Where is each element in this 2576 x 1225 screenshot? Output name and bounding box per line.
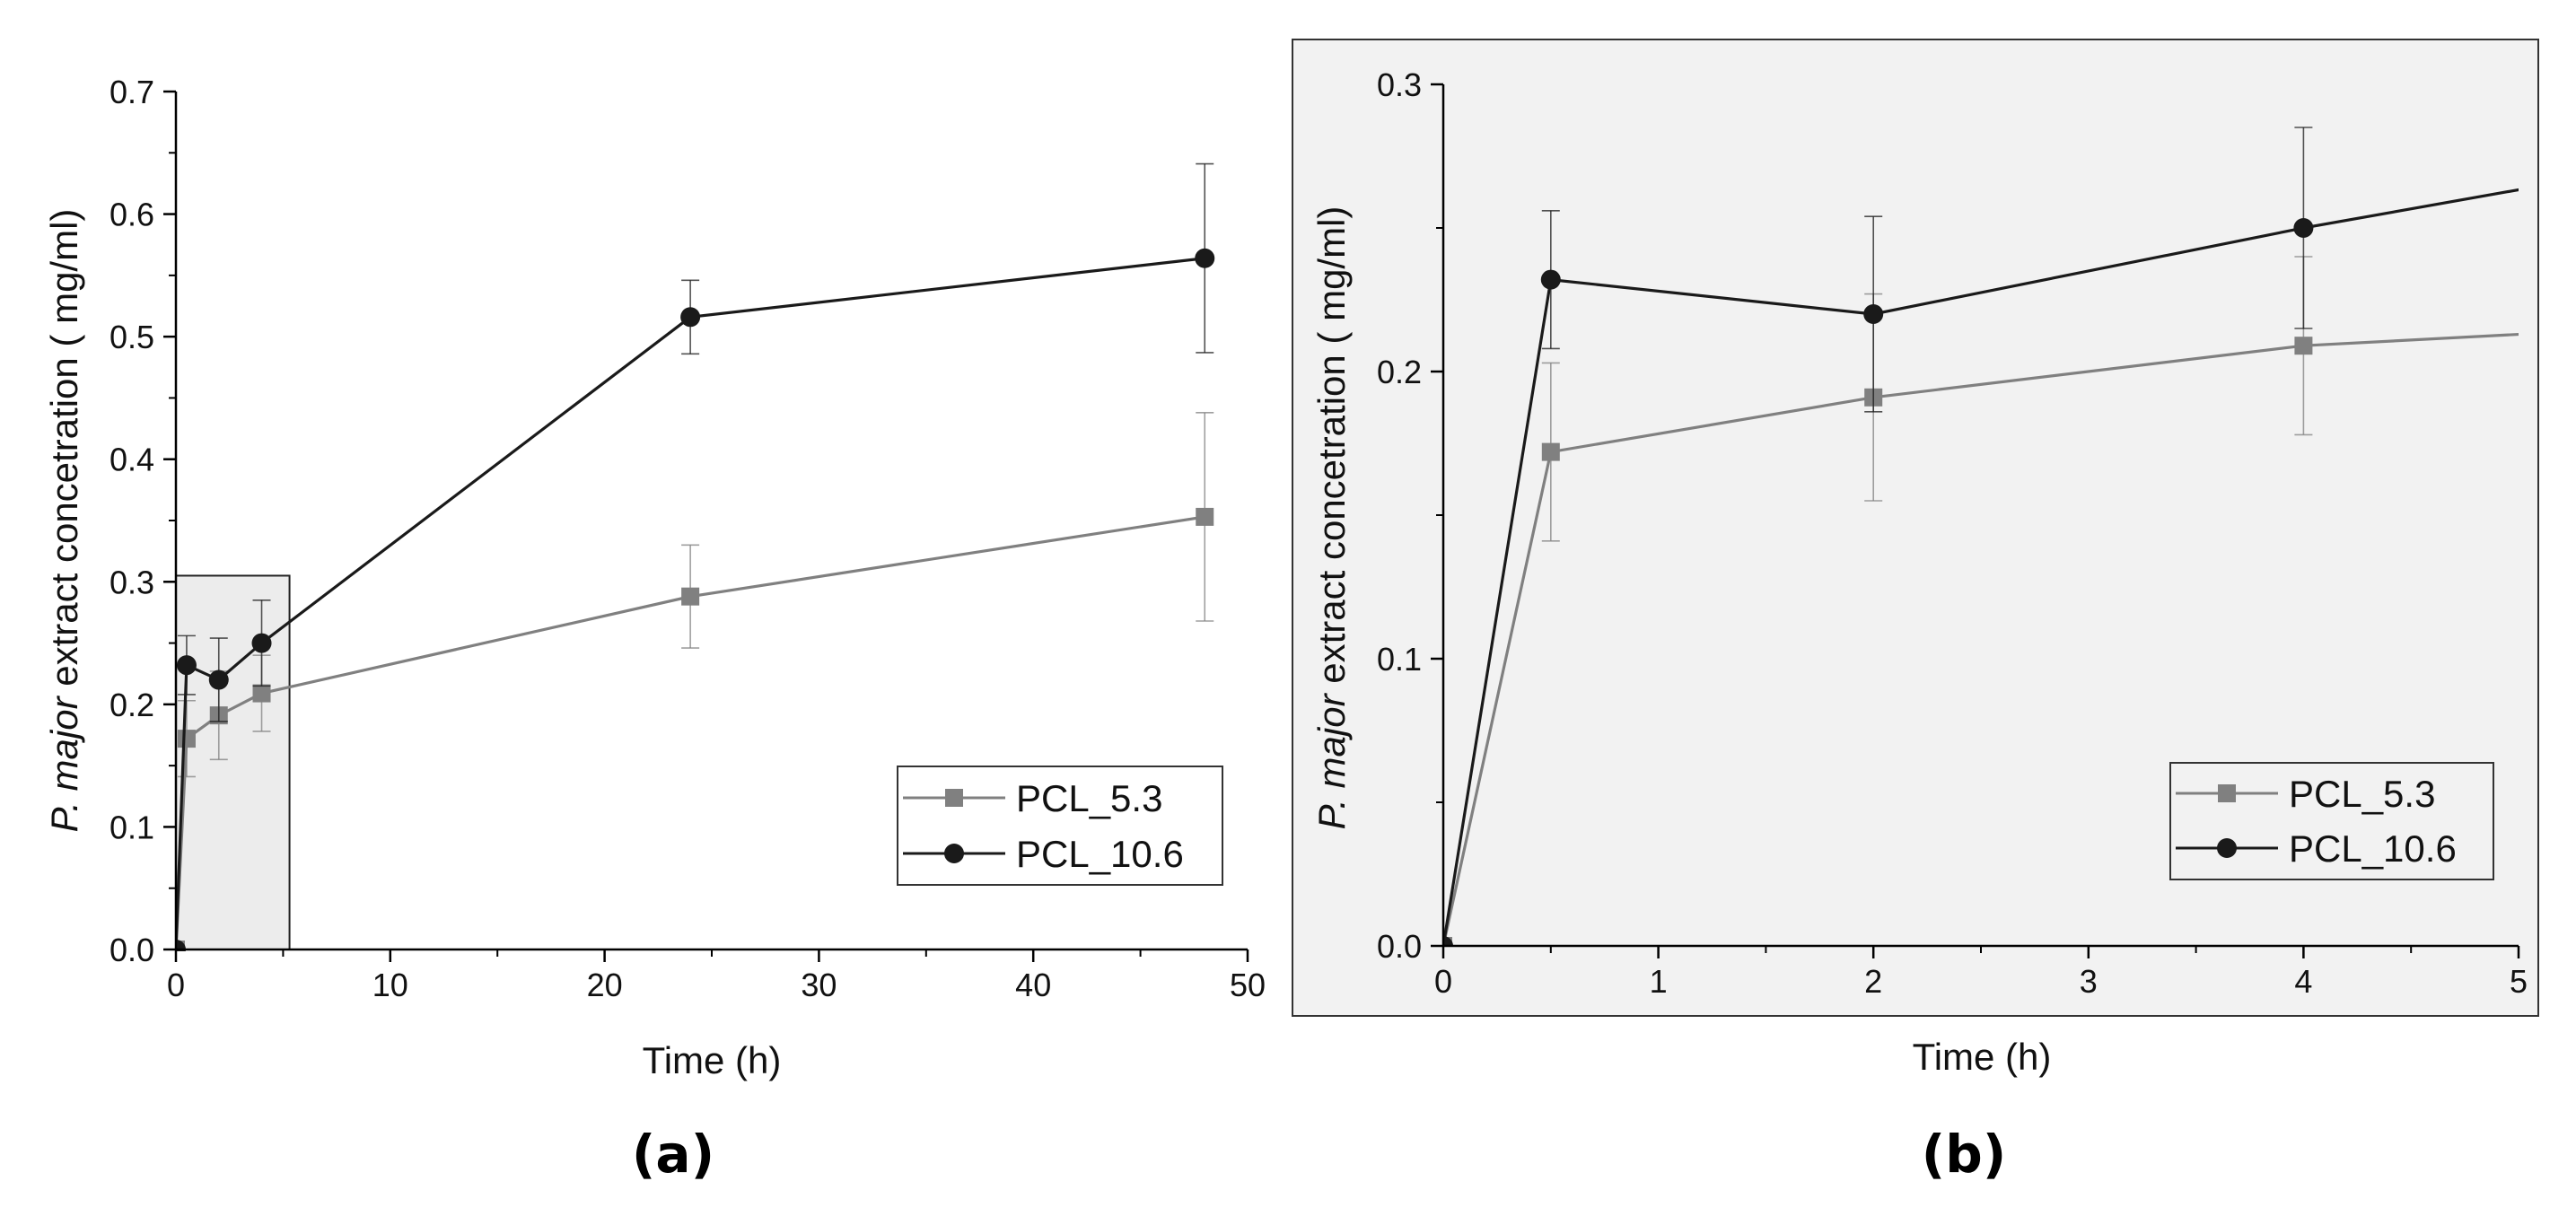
- legend: PCL_5.3 PCL_10.6: [2169, 762, 2494, 880]
- series-pcl-10-6: [1443, 127, 2519, 946]
- legend-square-marker: [945, 789, 963, 807]
- y-tick-label: 0.3: [110, 564, 154, 600]
- series-pcl-10-6: [176, 162, 1215, 951]
- data-point-circle: [1863, 304, 1884, 324]
- legend-entry-pcl-5-3: PCL_5.3: [2176, 773, 2435, 815]
- inset-box: [175, 574, 291, 950]
- x-tick-label: 40: [1015, 967, 1051, 1003]
- x-tick-label: 5: [2510, 963, 2528, 1000]
- y-tick-label: 0.1: [1377, 641, 1422, 678]
- y-axis-label-rest: extract concetration ( mg/ml): [1310, 206, 1353, 695]
- x-axis-label: Time (h): [1913, 1036, 2052, 1078]
- data-point-square: [1196, 507, 1214, 526]
- legend: PCL_5.3 PCL_10.6: [897, 766, 1223, 886]
- y-ticks: 0.0 0.1 0.2 0.3 0.4 0.5 0.6 0.7: [110, 74, 176, 968]
- panel-label-b: (b): [1922, 1124, 2007, 1185]
- y-tick-label: 0.0: [110, 932, 154, 968]
- x-tick-label: 50: [1230, 967, 1266, 1003]
- y-tick-label: 0.2: [1377, 354, 1422, 390]
- x-axis-label: Time (h): [643, 1039, 782, 1081]
- x-tick-label: 20: [587, 967, 623, 1003]
- x-tick-label: 3: [2080, 963, 2098, 1000]
- data-point-square: [681, 587, 700, 606]
- data-point-circle: [2293, 218, 2314, 238]
- x-ticks: 0 1 2 3 4 5: [1434, 946, 2528, 1000]
- legend-label: PCL_5.3: [2289, 773, 2435, 815]
- data-point-circle: [680, 307, 701, 328]
- data-point-circle: [1540, 269, 1561, 290]
- legend-entry-pcl-5-3: PCL_5.3: [903, 777, 1162, 819]
- panel-label-a: (a): [632, 1124, 714, 1185]
- data-point-square: [177, 730, 196, 748]
- y-axis-label: P. major extract concetration ( mg/ml): [1310, 206, 1353, 830]
- y-tick-label: 0.3: [1377, 66, 1422, 103]
- y-axis-label-rest: extract concetration ( mg/ml): [43, 209, 85, 697]
- legend-square-marker: [2218, 784, 2236, 802]
- legend-entry-pcl-10-6: PCL_10.6: [2176, 827, 2457, 870]
- series-group: [1443, 127, 2519, 946]
- data-point-square: [252, 684, 271, 703]
- series-line: [176, 257, 1205, 950]
- legend-label: PCL_10.6: [1016, 833, 1184, 875]
- data-point-square: [2294, 337, 2313, 355]
- x-tick-label: 2: [1864, 963, 1882, 1000]
- x-tick-label: 0: [1434, 963, 1452, 1000]
- data-point-circle: [251, 633, 272, 653]
- y-axis-label-species: P. major: [43, 695, 85, 832]
- y-ticks: 0.0 0.1 0.2 0.3: [1377, 66, 1443, 965]
- x-tick-label: 4: [2294, 963, 2312, 1000]
- data-point-circle: [1195, 248, 1215, 268]
- x-tick-label: 1: [1650, 963, 1668, 1000]
- y-axis-label-species: P. major: [1310, 692, 1353, 829]
- legend-entry-pcl-10-6: PCL_10.6: [903, 833, 1184, 875]
- y-tick-label: 0.6: [110, 197, 154, 233]
- x-tick-label: 30: [801, 967, 837, 1003]
- series-group: [176, 162, 1215, 951]
- data-point-circle: [176, 655, 197, 676]
- data-point-circle: [1443, 936, 1453, 946]
- y-axis-label: P. major extract concetration ( mg/ml): [43, 209, 85, 833]
- x-tick-label: 10: [372, 967, 408, 1003]
- legend-frame: [2169, 762, 2494, 880]
- y-tick-label: 0.7: [110, 74, 154, 110]
- y-tick-label: 0.4: [110, 442, 154, 478]
- series-pcl-5-3: [176, 412, 1214, 951]
- data-point-circle: [208, 669, 229, 690]
- data-point-square: [1541, 442, 1560, 461]
- x-ticks: 0 10 20 30 40 50: [167, 949, 1266, 1003]
- y-tick-label: 0.1: [110, 809, 154, 845]
- y-tick-label: 0.0: [1377, 928, 1422, 965]
- y-tick-label: 0.5: [110, 319, 154, 355]
- legend-circle-marker: [2217, 838, 2237, 858]
- legend-label: PCL_10.6: [2289, 827, 2457, 870]
- chart-panel-b: 0 1 2 3 4 5 0.0 0.1 0.2 0.3 Time (h) P. major ex…: [1292, 39, 2539, 1185]
- chart-panel-a: 0 10 20 30 40 50 0.0 0.1 0.2 0.3 0.4 0.5 0.6 0.7 Tim…: [43, 74, 1266, 1185]
- legend-frame: [897, 766, 1223, 886]
- y-tick-label: 0.2: [110, 687, 154, 723]
- x-tick-label: 0: [167, 967, 185, 1003]
- legend-circle-marker: [944, 844, 964, 863]
- series-line: [176, 515, 1205, 950]
- legend-label: PCL_5.3: [1016, 777, 1162, 819]
